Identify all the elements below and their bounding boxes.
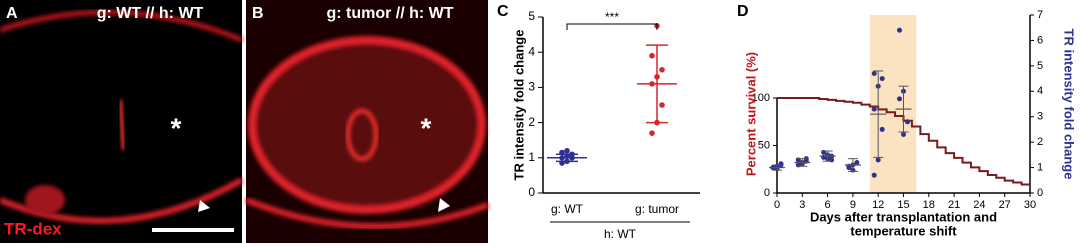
data-point: [564, 147, 570, 154]
significance: ***: [605, 10, 619, 24]
data-point: [897, 96, 902, 102]
data-point: [659, 102, 665, 108]
y-tick-label: 0: [764, 187, 770, 199]
survival-curve: [777, 97, 1030, 186]
y2-tick-label: 5: [1037, 60, 1043, 72]
y2-tick-label: 7: [1037, 9, 1043, 21]
data-point: [897, 27, 902, 33]
chart-c: C 0 1 2 3 4 5TR intensity fold change g: WT g: t…: [497, 3, 700, 241]
x-tick-label: 30: [1024, 199, 1036, 211]
y-axis-label: Percent survival (%): [743, 52, 758, 176]
data-point: [871, 106, 877, 112]
panel-title: g: WT // h: WT: [97, 5, 204, 22]
y-axis-label: TR intensity fold change: [511, 30, 526, 181]
asterisk: *: [421, 112, 432, 143]
x-tick-label: g: tumor: [635, 202, 679, 216]
y-tick-label: 1: [528, 150, 535, 164]
x-axis-label: Days after transplantation and: [810, 209, 997, 224]
x-tick-label: 24: [973, 199, 985, 211]
x-axis-label: temperature shift: [850, 223, 957, 238]
y2-tick-label: 1: [1037, 161, 1043, 173]
data-point: [871, 172, 877, 178]
data-point: [901, 132, 906, 138]
x-tick-label: 12: [872, 199, 884, 211]
data-point: [649, 52, 655, 59]
y-tick-label: 100: [752, 92, 770, 104]
x-tick-label: 18: [923, 199, 935, 211]
y-tick-label: 4: [528, 44, 535, 58]
panel-label: C: [497, 3, 509, 20]
image-panel-a: A g: WT // h: WT * TR-dex: [0, 0, 244, 243]
panel-label: D: [737, 3, 749, 20]
data-point: [854, 159, 860, 165]
y2-tick-label: 2: [1037, 136, 1043, 148]
asterisk: *: [171, 112, 182, 143]
data-point: [879, 76, 885, 82]
x-tick-label: 0: [774, 199, 780, 211]
x-tick-label: 9: [850, 199, 856, 211]
significance-bracket: [566, 23, 658, 30]
y-tick-label: 2: [528, 115, 535, 129]
panel-title: g: tumor // h: WT: [326, 5, 453, 22]
x-tick-label: 6: [825, 199, 831, 211]
data-point: [659, 67, 665, 73]
y-tick-label: 50: [758, 139, 770, 151]
y2-tick-label: 4: [1037, 85, 1043, 97]
image-panel-b: B g: tumor // h: WT *: [244, 0, 490, 243]
x-tick-label: g: WT: [551, 202, 584, 216]
x-tick-label: 21: [948, 199, 960, 211]
data-point: [905, 119, 910, 125]
y2-tick-label: 3: [1037, 111, 1043, 123]
data-point: [871, 70, 877, 76]
panel-label: B: [252, 5, 264, 22]
figure: A g: WT // h: WT * TR-dex B g: tumor // …: [0, 0, 1077, 243]
x-tick-label: 15: [897, 199, 909, 211]
y-tick-label: 0: [528, 185, 535, 199]
y-tick-label: 5: [528, 9, 535, 23]
y2-tick-label: 0: [1037, 187, 1043, 199]
y-tick-label: 3: [528, 80, 535, 94]
y2-axis-label: TR intensity fold change: [1062, 29, 1077, 180]
stain-label: TR-dex: [4, 219, 62, 238]
data-point: [649, 130, 655, 136]
x-tick-label: 27: [999, 199, 1011, 211]
group-label: h: WT: [604, 227, 637, 241]
shaded-region: [869, 15, 917, 193]
panel-label: A: [6, 5, 18, 22]
x-tick-label: 3: [799, 199, 805, 211]
data-point: [879, 126, 885, 132]
y2-tick-label: 6: [1037, 34, 1043, 46]
data-point: [875, 157, 881, 163]
